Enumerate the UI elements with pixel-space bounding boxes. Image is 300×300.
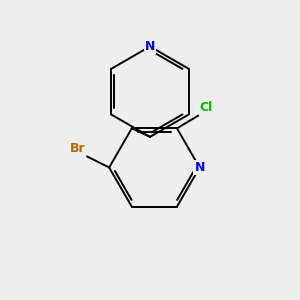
Text: Cl: Cl: [200, 101, 213, 114]
Text: Br: Br: [70, 142, 86, 155]
Text: N: N: [194, 161, 205, 174]
Text: N: N: [145, 40, 155, 53]
